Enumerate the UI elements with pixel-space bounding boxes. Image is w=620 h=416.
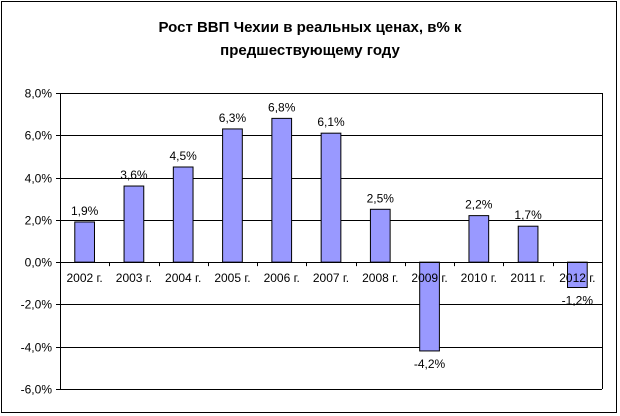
data-label: 1,9%: [71, 204, 99, 218]
bars: [74, 117, 588, 352]
bar: [271, 117, 293, 263]
bar: [123, 185, 145, 263]
category-label: 2002 г.: [66, 271, 102, 285]
labels: 8,0% 6,0% 4,0% 2,0% 0,0% -2,0% -4,0% -6,0% 2002 …: [21, 87, 596, 397]
data-label: 4,5%: [170, 149, 198, 163]
category-label: 2010 г.: [461, 271, 497, 285]
y-tick-label: 2,0%: [25, 214, 53, 228]
y-tick-label: 8,0%: [25, 87, 53, 101]
chart-title-line-2: предшествующему году: [220, 42, 400, 59]
data-label: 6,3%: [219, 111, 247, 125]
y-tick-label: 0,0%: [25, 256, 53, 270]
category-label: 2004 г.: [165, 271, 201, 285]
y-tick-label: -6,0%: [21, 383, 53, 397]
category-label: 2008 г.: [362, 271, 398, 285]
category-label: 2005 г.: [214, 271, 250, 285]
category-label: 2003 г.: [116, 271, 152, 285]
y-tick-label: 4,0%: [25, 172, 53, 186]
bar: [222, 128, 243, 263]
bar: [468, 215, 490, 263]
chart-title: Рост ВВП Чехии в реальных ценах, в% к пр…: [2, 16, 618, 62]
y-tick-label: -4,0%: [21, 341, 53, 355]
bar: [74, 221, 95, 263]
bar: [369, 208, 391, 263]
category-label: 2012 г.: [559, 271, 595, 285]
bar: [172, 166, 194, 263]
bar: [320, 132, 342, 263]
y-tick-label: -2,0%: [21, 298, 53, 312]
data-label: 2,5%: [367, 191, 395, 205]
y-tick-label: 6,0%: [25, 129, 53, 143]
bar: [517, 225, 539, 263]
data-label: -1,2%: [562, 294, 594, 308]
category-label: 2011 г.: [510, 271, 545, 285]
category-label: 2007 г.: [313, 271, 349, 285]
data-label: 6,8%: [268, 100, 296, 114]
data-label: 2,2%: [465, 198, 493, 212]
data-label: 6,1%: [317, 115, 345, 129]
data-label: 3,6%: [120, 168, 148, 182]
category-label: 2006 г.: [264, 271, 300, 285]
axes: [56, 93, 603, 390]
category-label: 2009 г.: [411, 271, 447, 285]
data-label: -4,2%: [414, 357, 446, 371]
chart-title-line-1: Рост ВВП Чехии в реальных ценах, в% к: [158, 19, 462, 36]
data-label: 1,7%: [514, 208, 542, 222]
